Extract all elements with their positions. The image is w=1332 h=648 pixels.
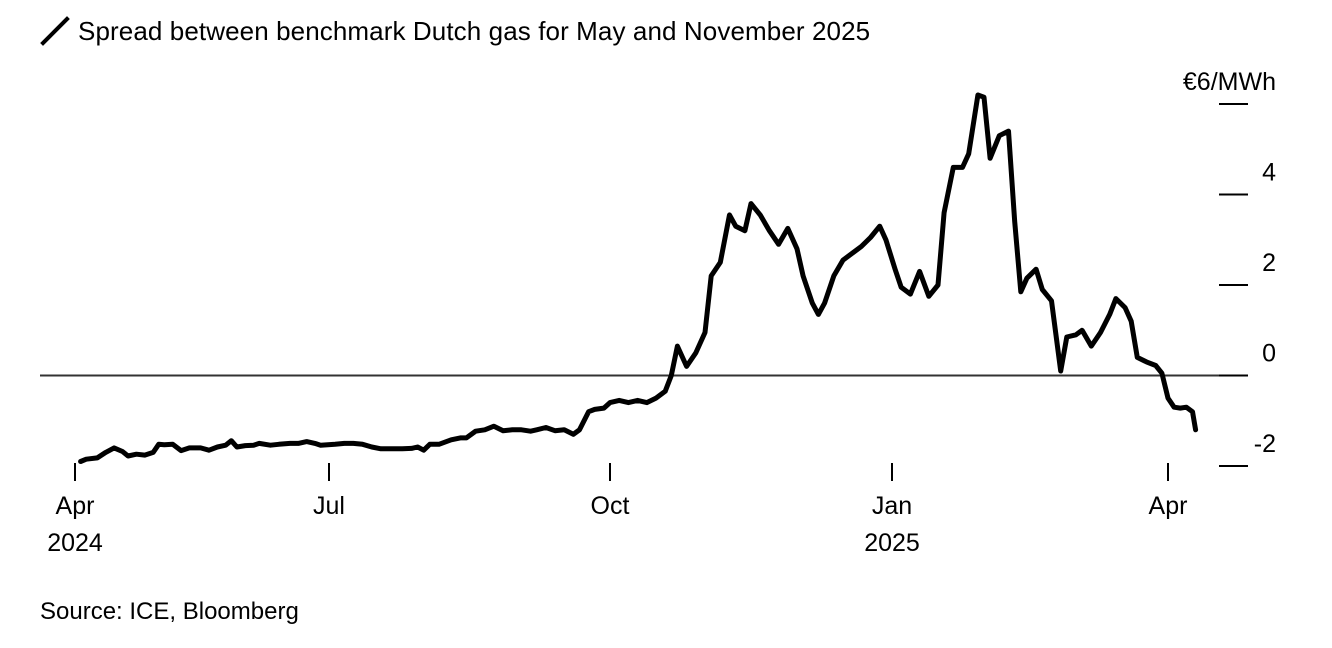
x-tick-year-label: 2025 [864, 529, 920, 557]
slash-line-icon [40, 16, 70, 46]
series-layer [78, 92, 1199, 464]
y-tick-label: 0 [1262, 340, 1276, 368]
y-tick-label: -2 [1254, 430, 1276, 458]
x-tick-label: Apr [56, 492, 95, 520]
series-line [78, 92, 1199, 464]
chart-header: Spread between benchmark Dutch gas for M… [40, 14, 870, 48]
x-axis: Apr 2024 Jul Oct Jan 2025 Apr [47, 463, 1187, 557]
x-tick-year-label: 2024 [47, 529, 103, 557]
x-tick-label: Jan [872, 492, 912, 520]
x-tick-label: Jul [313, 492, 345, 520]
x-tick-label: Apr [1149, 492, 1188, 520]
x-tick-label: Oct [591, 492, 630, 520]
y-axis: €6/MWh 4 2 0 -2 [1183, 68, 1276, 467]
y-tick-label: 4 [1262, 159, 1276, 187]
y-tick-label: €6/MWh [1183, 68, 1276, 96]
source-note: Source: ICE, Bloomberg [40, 598, 299, 625]
y-tick-label: 2 [1262, 249, 1276, 277]
chart-title: Spread between benchmark Dutch gas for M… [78, 15, 871, 46]
